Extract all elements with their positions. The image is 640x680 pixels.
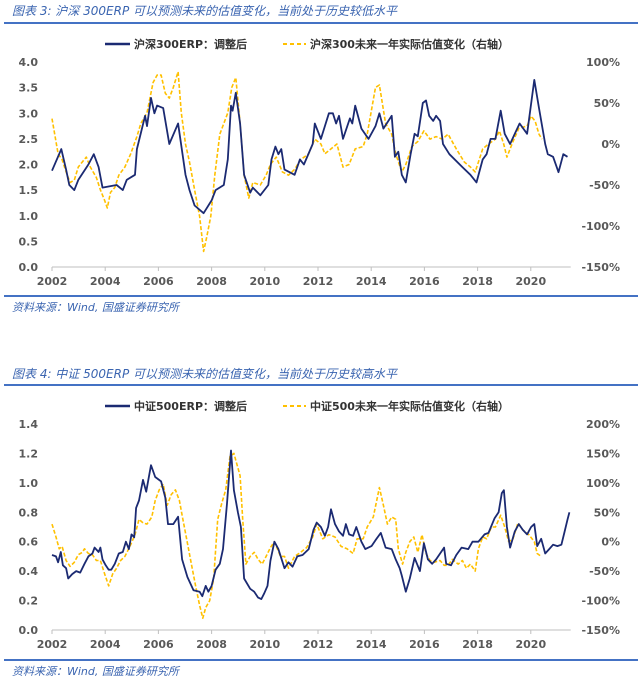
legend-change-label: 中证500未来一年实际估值变化（右轴） [310, 399, 509, 413]
series-line-erp [51, 79, 568, 215]
x-tick-label: 2010 [249, 638, 280, 651]
y-right-tick-label: -100% [581, 220, 620, 233]
y-left-tick-label: 2.0 [19, 159, 39, 172]
chart-2-title: 图表 4: 中证 500ERP 可以预测未来的估值变化，当前处于历史较高水平 [12, 367, 397, 381]
x-tick-label: 2010 [249, 275, 280, 288]
x-tick-label: 2014 [356, 275, 387, 288]
x-tick-label: 2020 [515, 275, 546, 288]
chart-1-title: 图表 3: 沪深 300ERP 可以预测未来的估值变化，当前处于历史较低水平 [12, 4, 397, 18]
y-left-tick-label: 1.5 [19, 184, 39, 197]
x-tick-label: 2008 [196, 638, 227, 651]
y-right-tick-label: 100% [586, 477, 620, 490]
chart-1-hs300-erp: 沪深300ERP：调整后 沪深300未来一年实际估值变化（右轴） 0.0 0.5 1.0… [19, 37, 621, 288]
y-left-tick-label: 0.5 [19, 235, 39, 248]
y-left-tick-label: 2.5 [19, 133, 39, 146]
y-left-tick-label: 0.2 [19, 595, 39, 608]
y-right-tick-label: 50% [594, 506, 620, 519]
chart-1-source-rule [4, 295, 638, 297]
legend-erp-label: 沪深300ERP：调整后 [134, 37, 247, 51]
y-left-tick-label: 0.4 [19, 565, 39, 578]
x-tick-label: 2018 [462, 638, 493, 651]
x-tick-label: 2014 [356, 638, 387, 651]
y-right-tick-label: 0% [601, 138, 620, 151]
y-right-tick-label: -150% [581, 624, 620, 637]
x-tick-label: 2006 [143, 275, 174, 288]
x-tick-label: 2002 [37, 638, 68, 651]
y-right-tick-label: -50% [589, 565, 620, 578]
y-left-tick-label: 1.2 [19, 447, 39, 460]
y-right-tick-label: -50% [589, 179, 620, 192]
y-right-tick-label: 0% [601, 536, 620, 549]
y-right-tick-label: 200% [586, 418, 620, 431]
series-line-valuation-change [51, 71, 543, 253]
y-left-tick-label: 3.5 [19, 82, 39, 95]
x-tick-label: 2016 [409, 275, 440, 288]
y-left-tick-label: 1.4 [19, 418, 39, 431]
y-left-tick-label: 0.8 [19, 506, 39, 519]
y-right-tick-label: 100% [586, 56, 620, 69]
chart-2-source: 资料来源：Wind, 国盛证券研究所 [12, 665, 179, 678]
x-tick-label: 2004 [90, 638, 121, 651]
x-tick-label: 2016 [409, 638, 440, 651]
y-right-tick-label: -100% [581, 595, 620, 608]
chart-2-title-rule [4, 384, 638, 386]
chart-1-title-rule [4, 22, 638, 24]
x-tick-label: 2002 [37, 275, 68, 288]
x-tick-label: 2020 [515, 638, 546, 651]
y-right-tick-label: 150% [586, 447, 620, 460]
y-left-tick-label: 1.0 [19, 477, 39, 490]
y-left-tick-label: 1.0 [19, 210, 39, 223]
x-tick-label: 2008 [196, 275, 227, 288]
y-right-tick-label: -150% [581, 261, 620, 274]
chart-1-source: 资料来源：Wind, 国盛证券研究所 [12, 301, 179, 314]
x-tick-label: 2004 [90, 275, 121, 288]
legend-change-label: 沪深300未来一年实际估值变化（右轴） [310, 37, 509, 51]
y-right-tick-label: 50% [594, 97, 620, 110]
x-tick-label: 2018 [462, 275, 493, 288]
y-left-tick-label: 0.0 [19, 261, 39, 274]
y-left-tick-label: 4.0 [19, 56, 39, 69]
x-tick-label: 2012 [303, 638, 334, 651]
y-left-tick-label: 3.0 [19, 107, 39, 120]
x-tick-label: 2006 [143, 638, 174, 651]
chart-2-source-rule [4, 659, 638, 661]
series-line-valuation-change [51, 452, 542, 619]
legend-erp-label: 中证500ERP：调整后 [134, 399, 247, 413]
y-left-tick-label: 0.6 [19, 536, 39, 549]
y-left-tick-label: 0.0 [19, 624, 39, 637]
series-line-erp [51, 449, 571, 600]
x-tick-label: 2012 [303, 275, 334, 288]
chart-2-zz500-erp: 中证500ERP：调整后 中证500未来一年实际估值变化（右轴） 0.0 0.2 0.4… [19, 399, 621, 651]
